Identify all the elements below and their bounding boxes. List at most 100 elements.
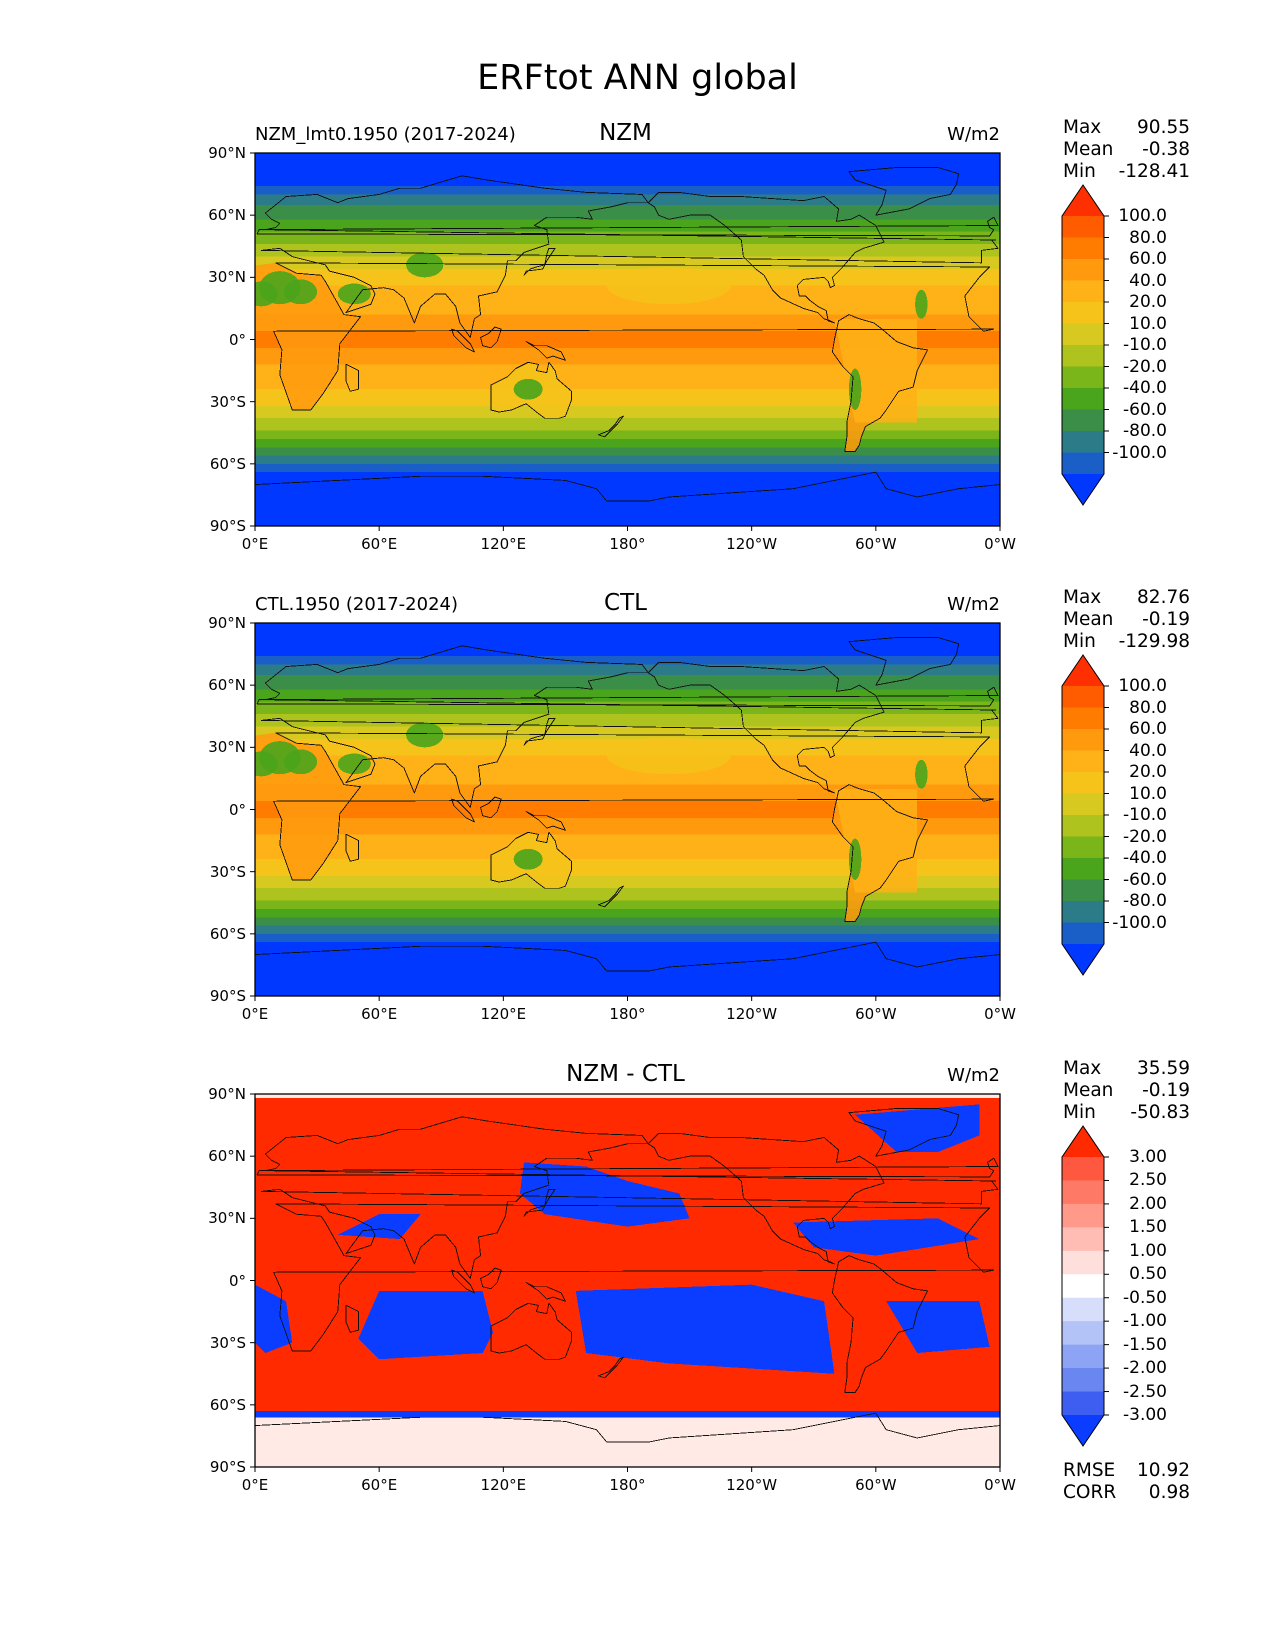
colorbar-outline	[1061, 184, 1105, 506]
colorbar-tick-label: -1.00	[1123, 1311, 1167, 1332]
stat-corr-value: 0.98	[1148, 1482, 1190, 1503]
colorbar-tick-label: -100.0	[1112, 442, 1167, 463]
lon-tick-label: 0°E	[241, 1476, 269, 1494]
lat-tick-label: 90°S	[209, 517, 246, 535]
colorbar-segment	[1062, 1391, 1104, 1416]
lon-tick-label: 60°E	[361, 535, 398, 553]
colorbar-segment	[1062, 815, 1104, 837]
stat-max-value: 82.76	[1137, 587, 1190, 608]
stat-max-value: 90.55	[1137, 117, 1190, 138]
lat-tick-label: 60°S	[209, 454, 246, 473]
lon-tick-label: 0°W	[984, 1005, 1016, 1023]
colorbar-segment	[1062, 836, 1104, 859]
colorbar-segment	[1062, 1297, 1104, 1322]
colorbar-segment	[1062, 1344, 1104, 1369]
lon-tick-label: 0°W	[984, 1476, 1016, 1494]
colorbar-max-extension	[1062, 1126, 1104, 1157]
colorbar-segment	[1062, 302, 1104, 324]
colorbar-min-extension	[1062, 1415, 1104, 1446]
stat-mean-value: -0.19	[1142, 1080, 1190, 1101]
colorbar-max-extension	[1062, 655, 1104, 686]
colorbar-tick-label: 20.0	[1129, 292, 1167, 312]
colorbar-segment	[1062, 793, 1104, 816]
lat-tick-label: 90°N	[208, 1085, 246, 1103]
panel-units: W/m2	[947, 1065, 1000, 1086]
stat-min-value: -128.41	[1118, 161, 1190, 182]
panel-title: NZM	[599, 120, 652, 146]
colorbar-tick-label: 3.00	[1129, 1147, 1167, 1167]
colorbar-segment	[1062, 1203, 1104, 1228]
colorbar-panel-1	[1061, 184, 1109, 506]
lon-tick-label: 120°W	[726, 1005, 778, 1023]
colorbar-segment	[1062, 750, 1104, 773]
colorbar-tick-label: 1.00	[1129, 1240, 1167, 1261]
lat-tick-label: 90°S	[209, 1458, 246, 1476]
lat-tick-label: 60°S	[209, 1395, 246, 1414]
colorbar-tick-label: 60.0	[1129, 719, 1167, 739]
panel-title: CTL	[604, 590, 647, 616]
lon-tick-label: 120°E	[480, 1005, 527, 1023]
colorbar-segment	[1062, 1368, 1104, 1393]
lon-tick-label: 60°E	[361, 1005, 398, 1023]
colorbar-segment	[1062, 1274, 1104, 1299]
lat-tick-label: 0°	[228, 800, 246, 819]
colorbar-tick-label: 80.0	[1129, 697, 1167, 718]
lon-tick-label: 60°W	[855, 1005, 897, 1023]
lon-tick-label: 180°	[609, 1005, 646, 1023]
stat-max-label: Max	[1063, 1058, 1102, 1079]
colorbar-segment	[1062, 879, 1104, 902]
stat-min-value: -129.98	[1118, 631, 1190, 652]
colorbar-tick-label: -60.0	[1123, 399, 1167, 420]
colorbar-tick-label: -40.0	[1123, 848, 1167, 868]
colorbar-panel-3	[1061, 1125, 1109, 1447]
colorbar-segment	[1062, 259, 1104, 281]
lon-tick-label: 60°E	[361, 1476, 398, 1494]
colorbar-tick-label: -20.0	[1123, 356, 1167, 377]
colorbar-segment	[1062, 1180, 1104, 1205]
colorbar-tick-label: -3.00	[1123, 1405, 1167, 1425]
lon-tick-label: 120°E	[480, 1476, 527, 1494]
colorbar-tick-label: -20.0	[1123, 826, 1167, 847]
colorbar-min-extension	[1062, 474, 1104, 505]
lat-tick-label: 90°S	[209, 987, 246, 1005]
colorbar-tick-label: 2.00	[1129, 1193, 1167, 1214]
colorbar-segment	[1062, 686, 1104, 708]
colorbar-segment	[1062, 922, 1104, 945]
panel-subtitle: CTL.1950 (2017-2024)	[255, 594, 459, 615]
colorbar-segment	[1062, 1227, 1104, 1252]
stat-rmse-value: 10.92	[1137, 1460, 1190, 1481]
lat-tick-label: 0°	[228, 330, 246, 349]
lon-tick-label: 60°W	[855, 535, 897, 553]
colorbar-tick-label: -10.0	[1123, 805, 1167, 825]
lat-tick-label: 60°N	[208, 1147, 246, 1166]
colorbar-segment	[1062, 901, 1104, 923]
stat-max-value: 35.59	[1137, 1058, 1190, 1079]
colorbar-tick-label: 1.50	[1129, 1217, 1167, 1238]
colorbar-tick-label: -0.50	[1123, 1287, 1167, 1308]
colorbar-min-extension	[1062, 944, 1104, 975]
lat-tick-label: 30°N	[208, 1209, 246, 1228]
colorbar-tick-label: -80.0	[1123, 891, 1167, 911]
stat-mean-label: Mean	[1063, 1080, 1114, 1101]
lat-tick-label: 60°S	[209, 924, 246, 943]
panel-subtitle: NZM_lmt0.1950 (2017-2024)	[255, 124, 516, 145]
lat-tick-label: 60°N	[208, 676, 246, 695]
stat-max-label: Max	[1063, 587, 1102, 608]
colorbar-segment	[1062, 1321, 1104, 1346]
colorbar-tick-label: -2.00	[1123, 1358, 1167, 1379]
colorbar-tick-label: 0.50	[1129, 1264, 1167, 1285]
colorbar-segment	[1062, 1250, 1104, 1275]
panel-title: NZM - CTL	[566, 1061, 685, 1087]
colorbar-tick-label: -1.50	[1123, 1334, 1167, 1355]
lat-tick-label: 30°S	[209, 862, 246, 881]
colorbar-tick-label: 40.0	[1129, 740, 1167, 761]
stat-mean-label: Mean	[1063, 139, 1114, 160]
colorbar-segment	[1062, 366, 1104, 389]
lat-tick-label: 30°S	[209, 1333, 246, 1352]
colorbar-tick-label: -100.0	[1112, 912, 1167, 933]
lon-tick-label: 0°E	[241, 1005, 269, 1023]
lon-tick-label: 120°W	[726, 1476, 778, 1494]
lon-tick-label: 0°W	[984, 535, 1016, 553]
stat-mean-value: -0.38	[1142, 139, 1190, 160]
